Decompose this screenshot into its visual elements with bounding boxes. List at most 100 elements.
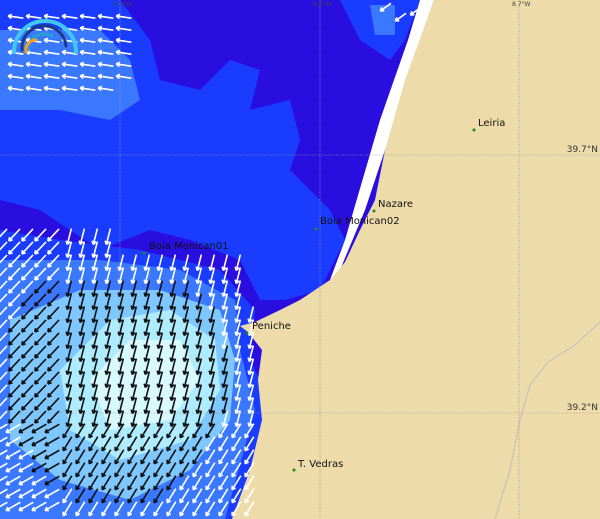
wave-arrow — [5, 488, 21, 499]
wave-arrow — [97, 61, 114, 68]
wave-arrow — [156, 371, 164, 389]
wave-arrow — [65, 397, 73, 415]
wave-arrow — [75, 475, 86, 491]
wave-arrow — [88, 436, 99, 452]
wave-arrow — [115, 25, 132, 32]
wave-arrow — [0, 345, 8, 355]
wave-arrow — [43, 13, 60, 20]
wave-arrow — [33, 267, 47, 281]
wave-arrow — [0, 397, 8, 407]
wave-arrow — [33, 280, 47, 294]
place-boia-monican02[interactable]: Boia Monican02 — [320, 216, 400, 227]
wave-arrow — [62, 488, 73, 504]
wave-arrow — [114, 488, 125, 504]
wave-arrow — [127, 436, 138, 452]
wave-arrow — [130, 293, 138, 311]
wave-arrow — [0, 475, 8, 482]
wave-arrow — [20, 293, 34, 307]
wave-arrow — [33, 358, 47, 372]
wave-arrow — [221, 332, 229, 350]
wave-arrow — [7, 384, 21, 398]
wave-arrow — [0, 280, 8, 290]
lon-label: 8.7°W — [512, 1, 531, 8]
wave-arrow — [78, 254, 86, 272]
wave-arrow — [234, 384, 242, 402]
wave-arrow — [104, 319, 112, 337]
wave-arrow — [247, 358, 255, 376]
wave-arrow — [192, 436, 203, 452]
wave-arrow — [20, 241, 34, 255]
wave-arrow — [104, 410, 112, 428]
place-nazare[interactable]: Nazare — [378, 199, 413, 210]
wave-arrow — [104, 397, 112, 415]
wave-arrow — [104, 332, 112, 350]
wave-arrow — [65, 332, 73, 350]
wave-arrow — [0, 423, 8, 430]
wave-arrow — [91, 280, 99, 298]
wave-arrow — [143, 306, 151, 324]
wave-arrow — [130, 384, 138, 402]
wave-arrow — [65, 410, 73, 428]
wave-arrow — [127, 475, 138, 491]
wave-arrow — [0, 371, 8, 381]
wave-arrow — [65, 345, 73, 363]
wave-arrow — [7, 73, 24, 80]
wave-arrow — [117, 267, 125, 285]
wave-arrow — [231, 449, 242, 465]
wave-arrow — [7, 345, 21, 359]
wave-arrow — [208, 267, 216, 285]
wave-arrow — [7, 85, 24, 92]
wave-arrow — [247, 397, 255, 415]
wave-arrow — [104, 358, 112, 376]
place-peniche[interactable]: Peniche — [252, 321, 291, 332]
wave-arrow — [127, 488, 138, 504]
wave-arrow — [166, 449, 177, 465]
wave-arrow — [20, 345, 34, 359]
wave-arrow — [78, 319, 86, 337]
wave-arrow — [179, 501, 190, 517]
wave-arrow — [114, 449, 125, 465]
wave-arrow — [20, 306, 34, 320]
wave-arrow — [169, 410, 177, 428]
wave-arrow — [166, 462, 177, 478]
wave-arrow — [208, 371, 216, 389]
wave-arrow — [79, 49, 96, 56]
wave-arrow — [7, 228, 21, 242]
wave-arrow — [79, 37, 96, 44]
wave-arrow — [33, 397, 47, 411]
wave-arrow — [231, 475, 242, 491]
wave-arrow — [79, 13, 96, 20]
wave-arrow — [205, 423, 216, 439]
wave-arrow — [75, 449, 86, 465]
wave-arrow — [62, 475, 73, 491]
wave-arrow — [46, 410, 60, 424]
wave-arrow — [182, 397, 190, 415]
wave-arrow — [143, 280, 151, 298]
wave-arrow — [166, 423, 177, 439]
wave-arrow — [78, 306, 86, 324]
wave-arrow — [247, 345, 255, 363]
wave-arrow — [31, 423, 47, 434]
place-boia-monican01[interactable]: Boia Monican01 — [149, 241, 229, 252]
wave-arrow — [195, 397, 203, 415]
wave-arrow — [143, 345, 151, 363]
wave-arrow — [153, 488, 164, 504]
wave-arrow — [156, 345, 164, 363]
wave-arrow — [46, 332, 60, 346]
wave-arrow — [78, 371, 86, 389]
wave-arrow — [114, 462, 125, 478]
wave-arrow — [409, 6, 422, 16]
wave-arrow — [65, 228, 73, 246]
place-leiria[interactable]: Leiria — [478, 118, 505, 129]
wave-arrow — [192, 501, 203, 517]
wave-arrow — [221, 410, 229, 428]
wave-arrow — [117, 371, 125, 389]
wave-arrow — [20, 267, 34, 281]
place-t-vedras[interactable]: T. Vedras — [297, 459, 343, 470]
wave-arrow — [179, 449, 190, 465]
wave-arrow — [234, 397, 242, 415]
wave-arrow — [46, 228, 60, 242]
wave-arrow — [117, 293, 125, 311]
